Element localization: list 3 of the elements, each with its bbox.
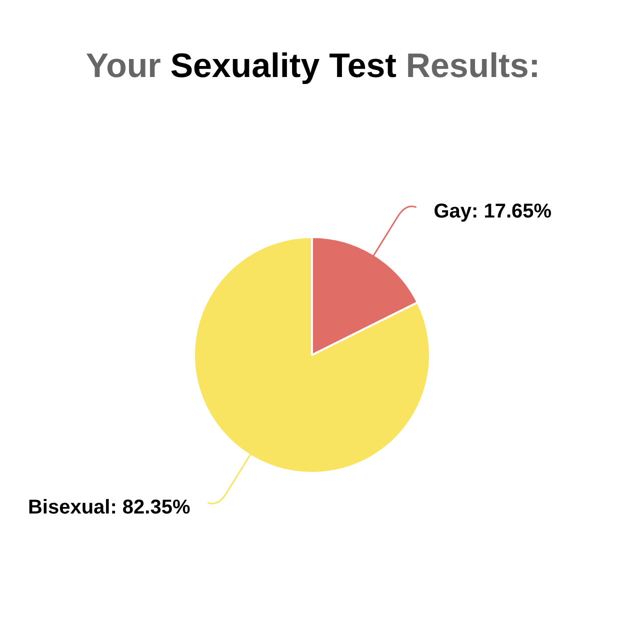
slice-label: Bisexual: 82.35% (28, 496, 190, 518)
slice-label: Gay: 17.65% (434, 200, 552, 223)
chart-title: Your Sexuality Test Results: (86, 47, 540, 85)
